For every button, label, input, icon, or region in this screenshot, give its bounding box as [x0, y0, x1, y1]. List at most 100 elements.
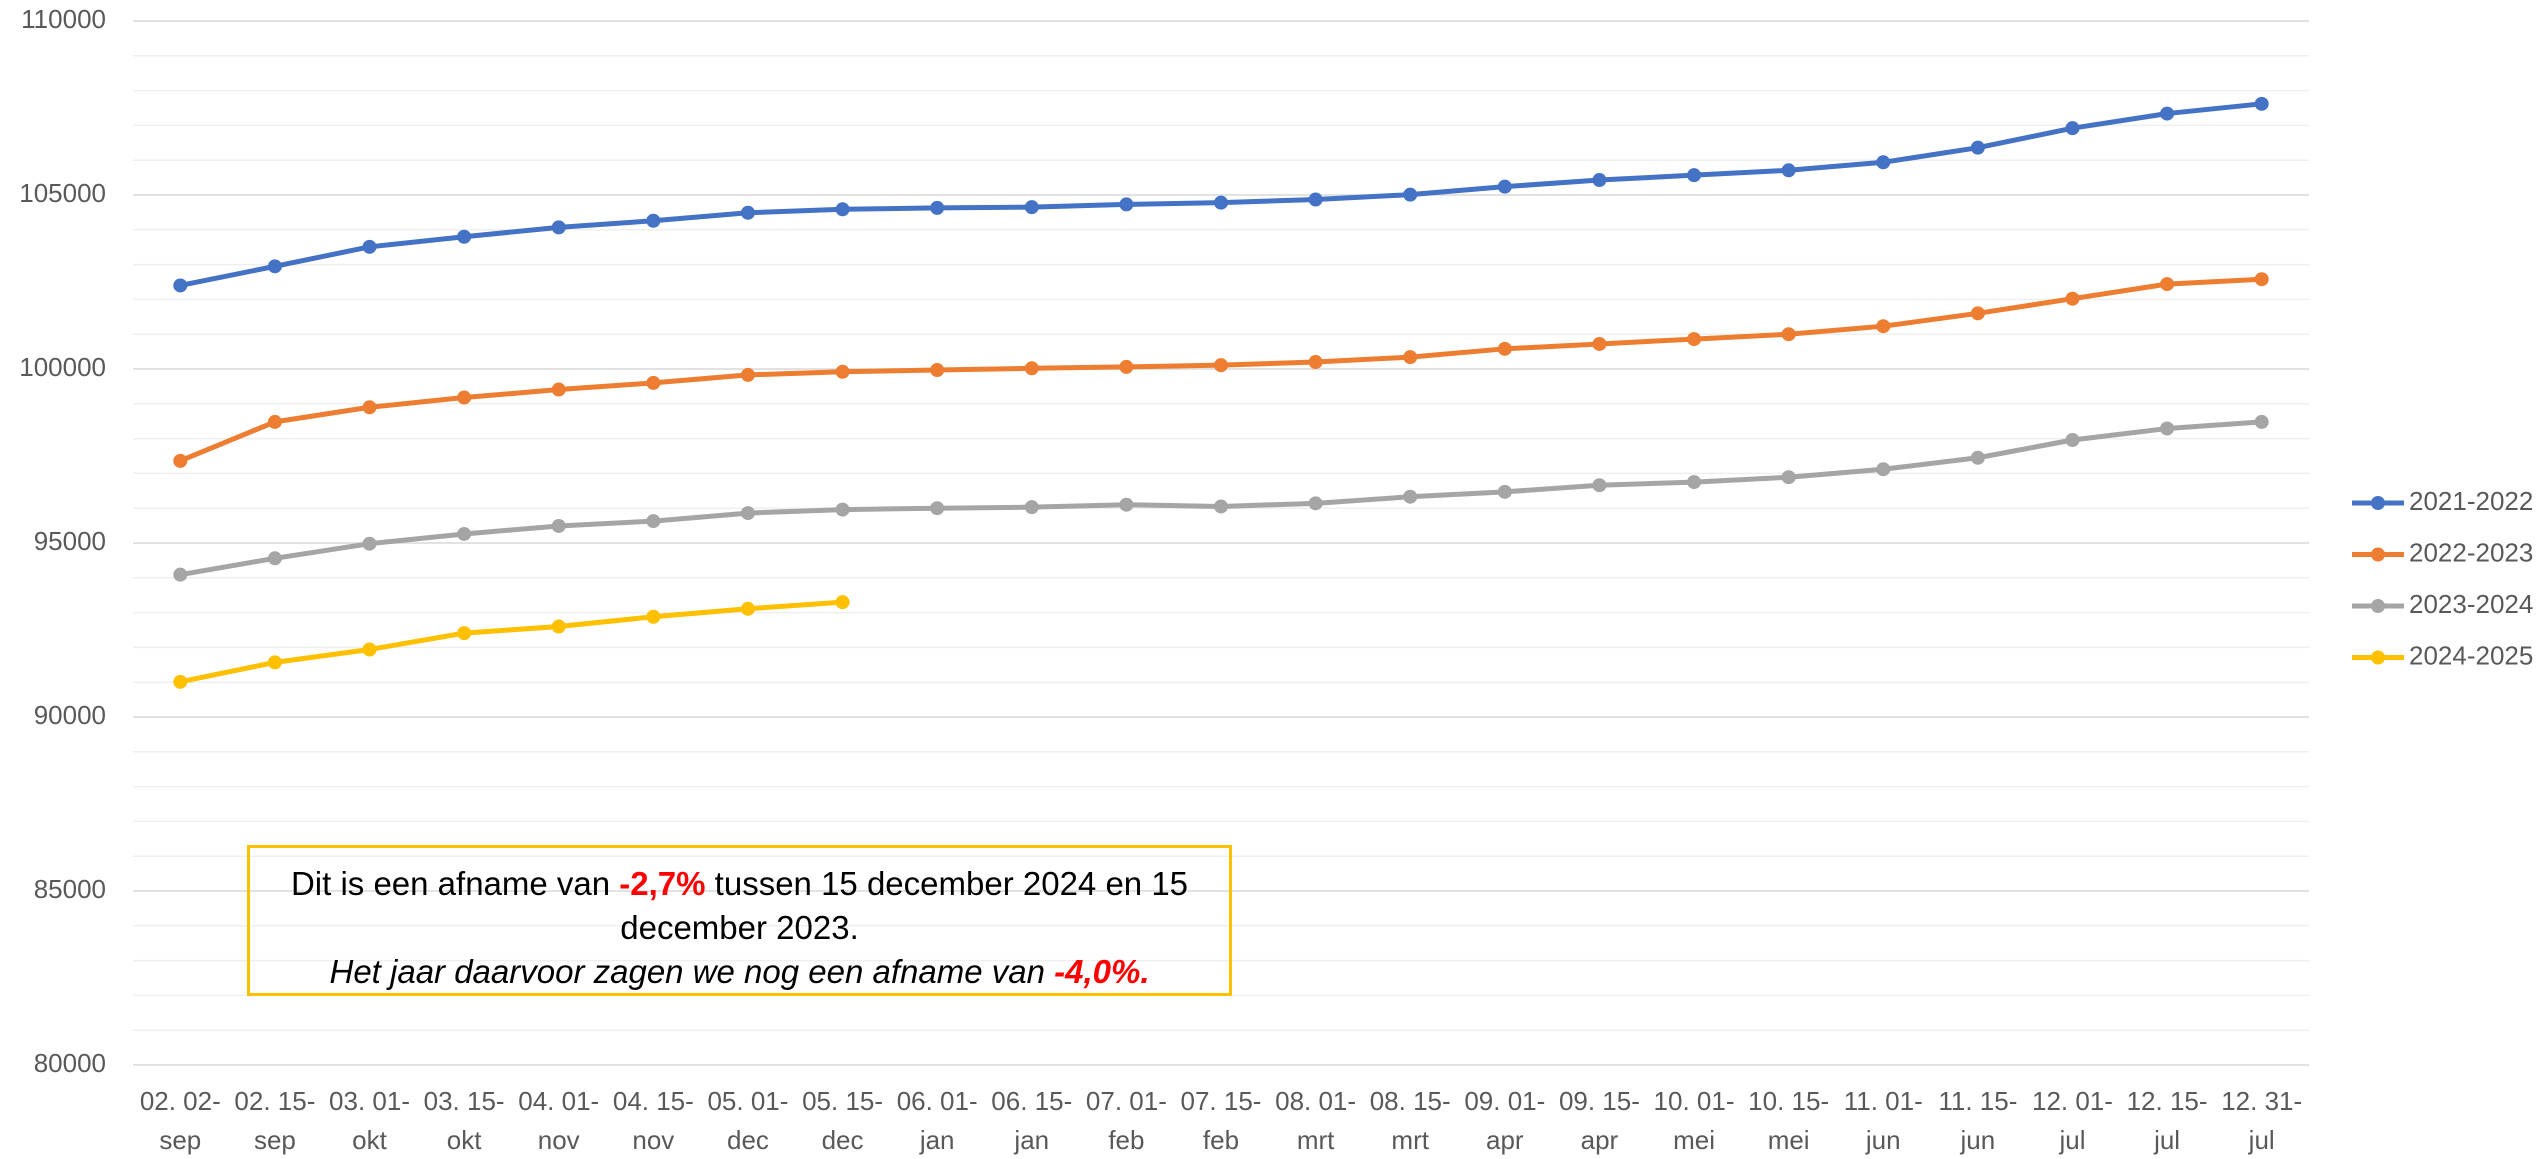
point	[930, 200, 945, 215]
point	[1403, 489, 1418, 504]
x-tick-label: 10. 15-mei	[1748, 1086, 1830, 1155]
legend-marker	[2371, 547, 2385, 562]
point	[1308, 192, 1323, 207]
point	[2254, 414, 2269, 429]
point	[646, 213, 661, 228]
point	[1687, 168, 1702, 183]
legend-marker	[2371, 496, 2385, 510]
point	[173, 453, 188, 468]
point	[551, 518, 566, 533]
point	[362, 642, 377, 657]
point	[1497, 341, 1512, 356]
x-tick-label: 07. 01-feb	[1085, 1086, 1167, 1155]
x-tick-label: 05. 01-dec	[707, 1086, 789, 1155]
point	[1970, 140, 1985, 155]
point	[2160, 277, 2175, 292]
point	[457, 626, 472, 641]
point	[646, 514, 661, 529]
point	[267, 414, 282, 429]
series-line	[177, 599, 846, 685]
point	[1876, 462, 1891, 477]
y-tick-label: 105000	[19, 178, 106, 208]
x-tick-label: 11. 15-jun	[1938, 1086, 2018, 1155]
point	[740, 367, 755, 382]
x-tick-label: 12. 15-jul	[2126, 1086, 2208, 1155]
point	[740, 205, 755, 220]
point	[835, 364, 850, 379]
point	[1876, 155, 1891, 170]
y-tick-label: 95000	[34, 526, 106, 556]
x-tick-label: 06. 01-jan	[896, 1086, 978, 1155]
x-tick-label: 07. 15-feb	[1180, 1086, 1262, 1155]
point	[362, 400, 377, 415]
x-tick-label: 09. 01-apr	[1464, 1086, 1546, 1155]
y-tick-label: 90000	[34, 700, 106, 730]
point	[173, 278, 188, 293]
x-tick-label: 12. 01-jul	[2031, 1086, 2113, 1155]
annotation-text: tussen 15 december 2024 en 15 december 2…	[620, 865, 1189, 946]
point	[1592, 478, 1607, 493]
x-tick-label: 02. 15-sep	[234, 1086, 316, 1155]
point	[1970, 450, 1985, 465]
point	[267, 259, 282, 274]
annotation-text: Het jaar daarvoor zagen we nog een afnam…	[329, 953, 1055, 990]
legend-marker	[2371, 650, 2385, 665]
point	[457, 526, 472, 541]
x-tick-label: 03. 01-okt	[329, 1086, 410, 1155]
y-tick-label: 100000	[19, 352, 106, 382]
x-tick-label: 06. 15-jan	[991, 1086, 1073, 1155]
point	[2254, 96, 2269, 111]
point	[1214, 499, 1228, 514]
legend-label: 2021-2022	[2409, 486, 2533, 516]
x-tick-label: 10. 01-mei	[1653, 1086, 1735, 1155]
point	[835, 595, 850, 610]
point	[646, 609, 661, 624]
legend-marker	[2371, 599, 2385, 613]
x-tick-label: 02. 02-sep	[139, 1086, 221, 1155]
point	[930, 501, 945, 516]
point	[1403, 187, 1418, 202]
y-tick-label: 85000	[34, 874, 106, 904]
legend-label: 2023-2024	[2409, 589, 2533, 619]
point	[1024, 200, 1039, 215]
point	[1497, 179, 1512, 194]
point	[835, 202, 850, 217]
point	[1781, 327, 1796, 342]
point	[2065, 291, 2080, 306]
x-tick-label: 04. 15-nov	[612, 1086, 694, 1155]
x-tick-label: 04. 01-nov	[518, 1086, 600, 1155]
x-tick-label: 09. 15-apr	[1558, 1086, 1640, 1155]
point	[740, 601, 755, 616]
x-tick-label: 12. 31-jul	[2221, 1086, 2303, 1155]
series-line	[177, 419, 2265, 578]
point	[1687, 475, 1702, 490]
point	[362, 239, 377, 254]
point	[1970, 306, 1985, 321]
point	[1592, 336, 1607, 351]
point	[1497, 484, 1512, 499]
point	[1024, 500, 1039, 515]
point	[1214, 195, 1228, 210]
point	[2160, 106, 2175, 121]
x-tick-label: 08. 15-mrt	[1369, 1086, 1451, 1155]
legend-label: 2024-2025	[2409, 640, 2533, 670]
point	[2065, 432, 2080, 447]
annotation-highlight: -4,0%.	[1054, 953, 1150, 990]
point	[1308, 355, 1323, 370]
point	[1403, 350, 1418, 365]
point	[1592, 173, 1607, 188]
point	[1024, 361, 1039, 376]
point	[930, 363, 945, 378]
x-tick-label: 11. 01-jun	[1843, 1086, 1923, 1155]
y-tick-label: 80000	[34, 1048, 106, 1078]
y-tick-label: 110000	[21, 4, 106, 34]
point	[267, 551, 282, 566]
point	[1781, 163, 1796, 178]
annotation-highlight: -2,7%	[619, 865, 706, 902]
point	[1214, 358, 1228, 373]
point	[1687, 332, 1702, 347]
annotation-box: Dit is een afname van -2,7% tussen 15 de…	[247, 845, 1232, 996]
point	[267, 655, 282, 670]
x-tick-label: 08. 01-mrt	[1275, 1086, 1357, 1155]
